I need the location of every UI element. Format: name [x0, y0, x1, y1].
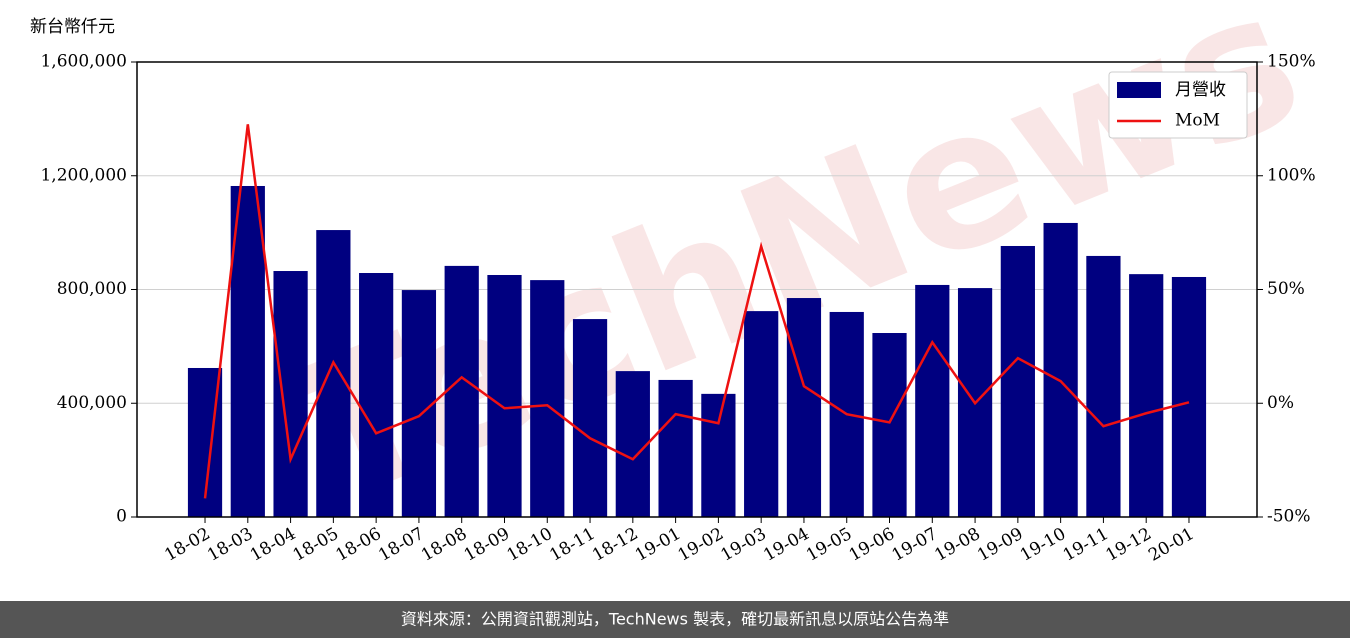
- x-tick-label: 18-10: [504, 524, 556, 566]
- bar: [1129, 274, 1164, 517]
- x-tick-label: 18-12: [589, 524, 641, 566]
- x-tick-label: 19-09: [974, 524, 1026, 566]
- bar: [1086, 255, 1121, 517]
- bar: [359, 273, 394, 517]
- bar: [615, 371, 650, 517]
- x-tick-label: 18-04: [247, 524, 299, 566]
- y2-tick-label: 100%: [1267, 165, 1316, 185]
- line: [203, 124, 1190, 499]
- x-tick-label: 19-06: [846, 524, 898, 566]
- x-tick-label: 18-09: [461, 524, 513, 566]
- y-tick-label: 1,200,000: [40, 165, 127, 185]
- x-tick-label: 19-10: [1017, 524, 1069, 566]
- x-tick-label: 18-02: [161, 524, 213, 566]
- bar: [444, 265, 479, 517]
- x-tick-label: 19-08: [931, 524, 983, 566]
- legend-label: MoM: [1175, 111, 1220, 131]
- y2-tick-label: 50%: [1267, 279, 1305, 299]
- x-tick-label: 19-11: [1060, 524, 1112, 566]
- bar: [273, 271, 308, 517]
- x-tick-label: 19-03: [717, 524, 769, 566]
- bar: [786, 298, 822, 517]
- bar: [230, 185, 265, 518]
- y2-tick-label: 150%: [1267, 52, 1316, 72]
- y2-tick-label: -50%: [1267, 507, 1311, 527]
- bar: [915, 284, 950, 517]
- bar: [572, 319, 608, 517]
- bar: [1000, 245, 1035, 517]
- y-tick-label: 1,600,000: [40, 52, 127, 72]
- bar: [316, 230, 351, 518]
- footer: 資料來源：公開資訊觀測站，TechNews 製表，確切最新訊息以原站公告為準: [401, 610, 949, 629]
- y-axis-label: 新台幣仟元: [30, 17, 115, 37]
- plot-frame: [136, 61, 1258, 518]
- y-tick-label: 400,000: [57, 393, 127, 413]
- x-tick-label: 19-02: [675, 524, 727, 566]
- bar: [1171, 276, 1207, 517]
- y2-tick-label: 0%: [1267, 393, 1294, 413]
- bar: [487, 274, 522, 517]
- bar: [658, 379, 693, 517]
- x-tick-label: 18-08: [418, 524, 470, 566]
- y-tick-label: 0: [116, 507, 127, 527]
- x-tick-label: 19-05: [803, 524, 855, 566]
- x-tick-label: 20-01: [1145, 524, 1197, 566]
- bar: [744, 311, 779, 517]
- x-tick-label: 19-12: [1102, 524, 1154, 566]
- bar: [1043, 222, 1078, 518]
- legend-label: 月營收: [1175, 80, 1226, 100]
- x-tick-label: 19-01: [632, 524, 684, 566]
- x-tick-label: 19-04: [760, 524, 812, 566]
- bar: [401, 290, 437, 517]
- x-tick-label: 19-07: [889, 524, 941, 566]
- bar: [530, 280, 565, 517]
- x-tick-label: 18-11: [546, 524, 598, 566]
- y-tick-label: 800,000: [57, 279, 127, 299]
- x-tick-label: 18-05: [290, 524, 342, 566]
- bar: [872, 333, 907, 517]
- footer-bar: [0, 601, 1350, 638]
- legend-swatch: [1117, 82, 1161, 98]
- bar: [701, 393, 736, 517]
- x-tick-label: 18-03: [204, 524, 256, 566]
